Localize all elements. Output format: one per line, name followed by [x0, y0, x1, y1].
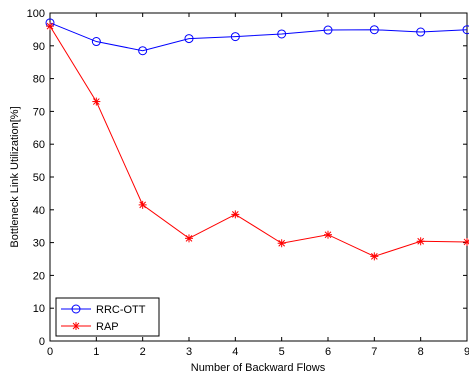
data-point-rap — [277, 239, 286, 248]
data-point-rrc-ott — [230, 32, 240, 42]
x-tick-label: 4 — [232, 346, 238, 358]
x-tick-label: 0 — [47, 346, 53, 358]
y-tick-label: 50 — [33, 172, 45, 184]
y-tick-label: 100 — [27, 8, 45, 20]
x-axis-title: Number of Backward Flows — [191, 362, 326, 374]
series-line-rap — [49, 25, 468, 257]
data-point-rrc-ott — [91, 37, 101, 47]
x-tick-label: 9 — [464, 346, 469, 358]
legend-label-rrc-ott: RRC-OTT — [96, 304, 146, 316]
legend-box — [55, 297, 160, 337]
legend-marker-rrc-ott — [71, 304, 81, 314]
data-point-rap — [370, 252, 379, 261]
data-point-rap — [185, 234, 193, 243]
data-point-rap — [463, 237, 469, 246]
y-axis-title: Bottleneck Link Utilization[%] — [9, 106, 21, 247]
y-tick-label: 30 — [33, 238, 45, 250]
y-tick-label: 10 — [33, 303, 45, 315]
data-point-rrc-ott — [277, 29, 287, 39]
data-point-rrc-ott — [184, 34, 194, 44]
x-tick-label: 7 — [371, 346, 377, 358]
data-point-rap — [46, 22, 54, 31]
plot-area — [49, 12, 468, 342]
y-tick-label: 80 — [33, 74, 45, 86]
legend-marker-rap — [72, 322, 80, 330]
y-tick-label: 20 — [33, 270, 45, 282]
data-point-rap — [138, 200, 147, 209]
series-layer — [45, 18, 469, 261]
x-tick-label: 5 — [279, 346, 285, 358]
legend-asterisk-rap — [72, 322, 80, 330]
y-tick-label: 40 — [33, 205, 45, 217]
x-tick-label: 3 — [186, 346, 192, 358]
x-tick-label: 1 — [93, 346, 99, 358]
y-tick-label: 60 — [33, 139, 45, 151]
y-tick-label: 70 — [33, 106, 45, 118]
data-point-rrc-ott — [416, 27, 426, 37]
data-point-rrc-ott — [369, 25, 379, 35]
legend: RRC-OTT RAP — [55, 297, 160, 337]
data-point-rap — [416, 237, 425, 246]
data-point-rrc-ott — [323, 25, 333, 35]
x-tick-label: 6 — [325, 346, 331, 358]
series-line-rrc-ott — [49, 22, 468, 52]
data-point-rrc-ott — [138, 46, 148, 56]
data-point-rrc-ott — [462, 25, 469, 35]
legend-label-rap: RAP — [96, 321, 119, 333]
data-point-rap — [324, 230, 332, 239]
data-point-rap — [92, 97, 101, 106]
y-tick-label: 90 — [33, 41, 45, 53]
x-tick-label: 2 — [140, 346, 146, 358]
x-tick-label: 8 — [418, 346, 424, 358]
y-tick-label: 0 — [39, 336, 45, 348]
data-point-rap — [231, 210, 240, 219]
